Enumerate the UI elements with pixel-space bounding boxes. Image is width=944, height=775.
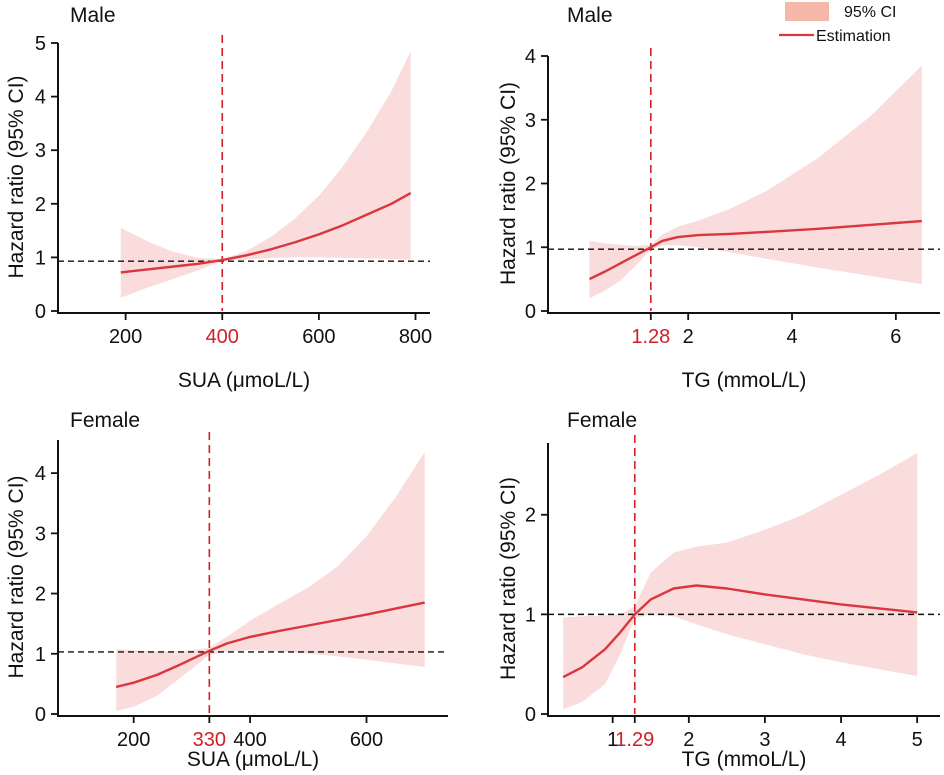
x-tick-label: 600 xyxy=(350,729,383,751)
x-tick-label: 4 xyxy=(786,326,797,348)
x-axis-label: SUA (μmoL/L) xyxy=(178,369,310,392)
panel-title: Male xyxy=(70,4,116,27)
x-tick-label: 400 xyxy=(233,729,266,751)
x-tick-label: 2 xyxy=(683,729,694,751)
y-tick-label: 1 xyxy=(35,644,46,666)
cutoff-label: 1.28 xyxy=(631,326,670,348)
y-tick-label: 0 xyxy=(525,301,536,323)
panel-title: Male xyxy=(567,4,613,27)
x-tick-label: 3 xyxy=(759,729,770,751)
legend-ci-swatch xyxy=(785,2,829,21)
x-tick-label: 600 xyxy=(302,326,335,348)
x-tick-label: 800 xyxy=(399,326,432,348)
y-tick-label: 4 xyxy=(35,463,46,485)
x-axis-label: TG (mmoL/L) xyxy=(682,748,807,771)
x-tick-label: 200 xyxy=(117,729,150,751)
estimation-line xyxy=(115,601,425,689)
y-tick-label: 3 xyxy=(35,140,46,162)
ci-band xyxy=(589,65,922,299)
x-axis-label: TG (mmoL/L) xyxy=(682,369,807,392)
y-axis-label: Hazard ratio (95% CI) xyxy=(5,475,28,678)
ci-band xyxy=(120,51,411,298)
y-tick-label: 4 xyxy=(35,87,46,109)
x-tick-label: 4 xyxy=(835,729,846,751)
legend-ci-label: 95% CI xyxy=(844,4,896,21)
y-tick-label: 0 xyxy=(525,704,536,726)
x-tick-label: 200 xyxy=(109,326,142,348)
cutoff-label: 400 xyxy=(206,326,239,348)
y-tick-label: 0 xyxy=(35,704,46,726)
x-tick-label: 6 xyxy=(890,326,901,348)
chart-panel-male-tg: 0 1 2 3 4 2 4 6 1.28 TG (mmoL/L) Hazard ratio (95%… xyxy=(497,4,940,392)
y-tick-label: 1 xyxy=(35,247,46,269)
ci-band xyxy=(116,452,425,711)
y-tick-label: 3 xyxy=(525,110,536,132)
y-axis-label: Hazard ratio (95% CI) xyxy=(497,82,520,285)
y-tick-label: 4 xyxy=(525,46,536,68)
y-tick-label: 3 xyxy=(35,523,46,545)
x-tick-label: 2 xyxy=(683,326,694,348)
cutoff-label: 330 xyxy=(193,729,226,751)
panel-title: Female xyxy=(70,409,140,432)
ci-band xyxy=(563,453,918,709)
x-tick-label: 1 xyxy=(607,729,618,751)
estimation-line xyxy=(120,192,412,274)
legend-estimation-label: Estimation xyxy=(816,28,891,45)
y-tick-label: 2 xyxy=(35,194,46,216)
estimation-line xyxy=(562,584,918,679)
chart-panel-female-tg: 0 1 2 1 2 3 4 5 1.29 TG (mmoL/L) Hazard ratio (95%… xyxy=(497,409,940,771)
x-axis-label: SUA (μmoL/L) xyxy=(187,748,319,771)
y-tick-label: 2 xyxy=(525,505,536,527)
cutoff-label: 1.29 xyxy=(615,729,654,751)
chart-panel-male-sua: 0 1 2 3 4 5 200 600 800 400 SUA (μmoL/L) Hazard rat… xyxy=(5,4,432,392)
x-tick-label: 5 xyxy=(912,729,923,751)
y-tick-label: 2 xyxy=(35,584,46,606)
y-tick-label: 0 xyxy=(35,301,46,323)
y-tick-label: 1 xyxy=(525,604,536,626)
y-axis-label: Hazard ratio (95% CI) xyxy=(5,75,28,278)
legend: 95% CI Estimation xyxy=(779,2,896,45)
y-tick-label: 2 xyxy=(525,174,536,196)
estimation-line xyxy=(588,219,922,281)
y-tick-label: 1 xyxy=(525,237,536,259)
y-tick-label: 5 xyxy=(35,33,46,55)
y-axis-label: Hazard ratio (95% CI) xyxy=(497,477,520,680)
panel-title: Female xyxy=(567,409,637,432)
